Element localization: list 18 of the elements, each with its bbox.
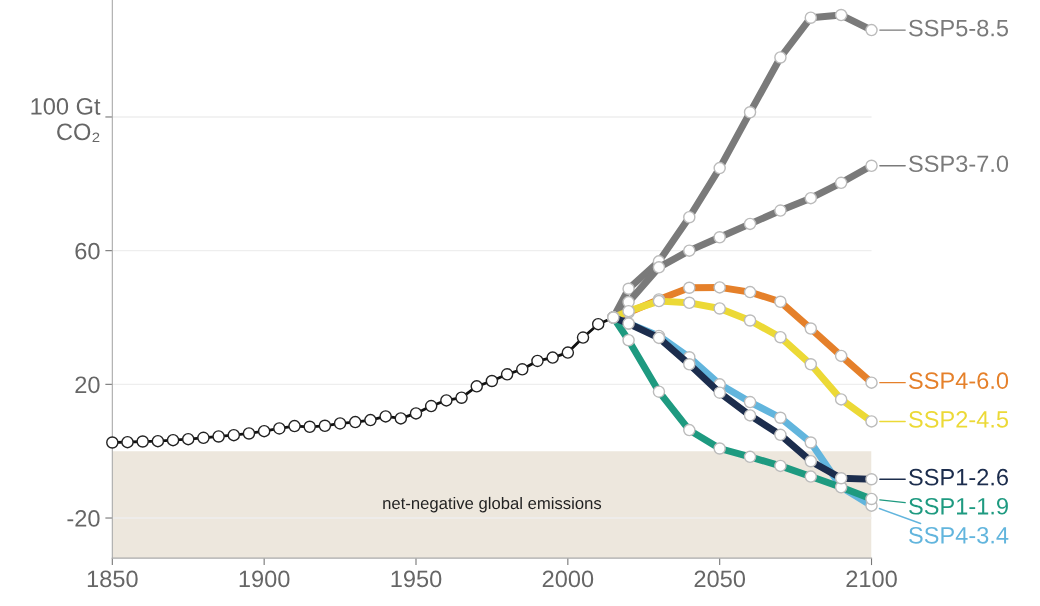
legend-label: SSP1-2.6 xyxy=(909,468,1008,486)
y-tick-label: 100 Gt CO₂ xyxy=(31,98,101,142)
legend-label: SSP5-8.5 xyxy=(909,19,1009,37)
y-tick-label: 20 xyxy=(75,376,100,394)
x-tick-label: 1950 xyxy=(391,570,442,588)
band-label: net-negative global emissions xyxy=(383,496,602,513)
x-tick-label: 2050 xyxy=(694,570,746,588)
series-label: SSP1-1.9 xyxy=(909,497,1008,515)
x-tick-label: 2000 xyxy=(542,570,594,588)
x-tick-label: 1850 xyxy=(87,570,138,588)
x-tick-label: 2100 xyxy=(846,570,897,588)
legend-label: SSP4-6.0 xyxy=(909,372,1009,390)
series-label: SSP4-3.4 xyxy=(909,526,1009,544)
y-tick-label: 60 xyxy=(75,242,100,260)
x-tick-label: 1900 xyxy=(239,570,290,588)
y-tick-label: -20 xyxy=(67,510,100,527)
legend-label: SSP3-7.0 xyxy=(909,155,1009,173)
legend-label: SSP2-4.5 xyxy=(909,411,1009,428)
